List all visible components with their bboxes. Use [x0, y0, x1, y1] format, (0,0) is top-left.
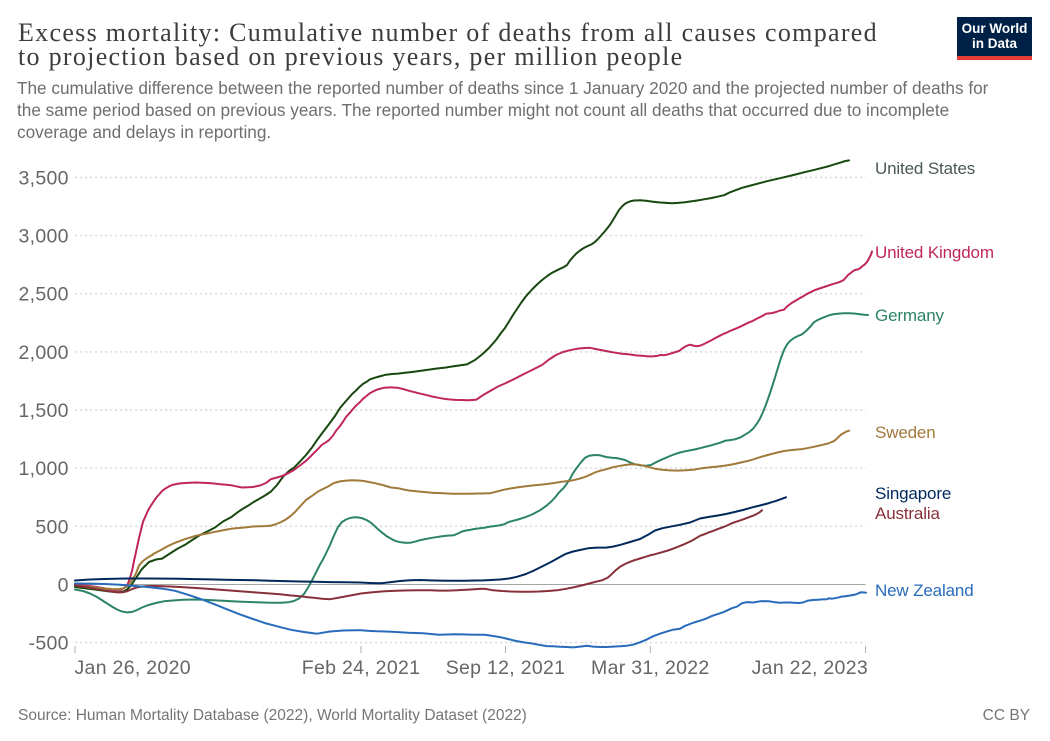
svg-text:Australia: Australia: [875, 504, 940, 523]
svg-text:2,500: 2,500: [18, 284, 68, 306]
svg-text:Singapore: Singapore: [875, 484, 951, 503]
svg-text:3,000: 3,000: [18, 226, 68, 248]
svg-text:Jan 22, 2023: Jan 22, 2023: [752, 657, 868, 679]
svg-text:Feb 24, 2021: Feb 24, 2021: [302, 657, 421, 679]
svg-text:1,000: 1,000: [18, 458, 68, 480]
svg-text:Sweden: Sweden: [875, 423, 936, 442]
svg-text:2,000: 2,000: [18, 342, 68, 364]
svg-text:Jan 26, 2020: Jan 26, 2020: [75, 657, 191, 679]
svg-text:Mar 31, 2022: Mar 31, 2022: [591, 657, 710, 679]
svg-text:United Kingdom: United Kingdom: [875, 243, 994, 262]
svg-text:New Zealand: New Zealand: [875, 581, 974, 600]
svg-text:United States: United States: [875, 159, 975, 178]
svg-text:1,500: 1,500: [18, 400, 68, 422]
svg-text:-500: -500: [29, 633, 69, 655]
svg-text:Germany: Germany: [875, 306, 945, 325]
svg-text:3,500: 3,500: [18, 168, 68, 190]
svg-text:500: 500: [35, 516, 68, 538]
svg-text:Sep 12, 2021: Sep 12, 2021: [446, 657, 566, 679]
svg-text:0: 0: [58, 575, 69, 597]
